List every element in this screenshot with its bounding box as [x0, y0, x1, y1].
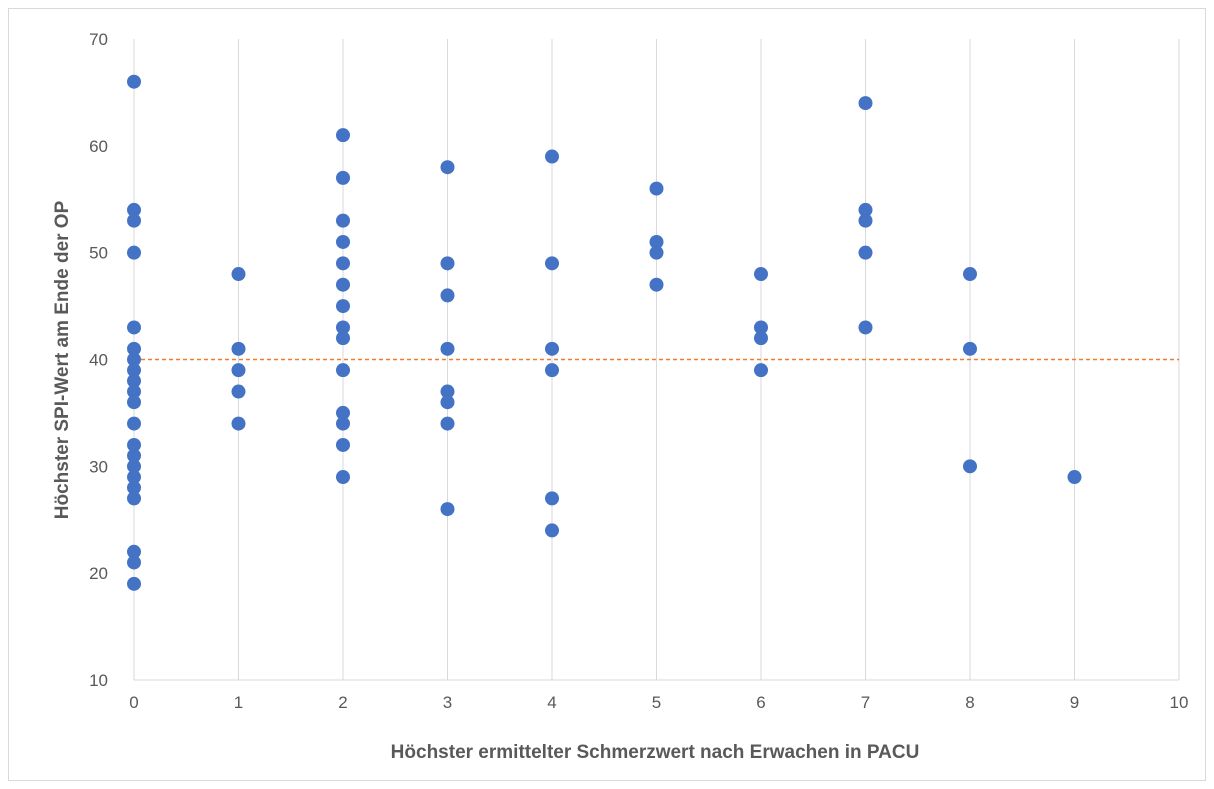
data-point [127, 341, 141, 356]
y-tick-label: 70 [89, 30, 108, 49]
data-point [336, 363, 350, 378]
data-point [336, 234, 350, 249]
data-point [963, 267, 977, 282]
x-tick-label: 6 [756, 693, 765, 712]
data-point [127, 202, 141, 217]
data-point [545, 523, 559, 538]
data-point [231, 384, 246, 399]
data-points [127, 74, 1082, 591]
tick-labels: 0 1 2 3 4 5 6 7 8 9 10 10 20 30 40 50 60 70 [89, 30, 1188, 712]
data-point [127, 213, 141, 228]
data-point [127, 448, 141, 463]
data-point [754, 331, 768, 346]
data-point [754, 363, 768, 378]
data-point [127, 352, 141, 367]
data-point [649, 245, 664, 260]
data-point [336, 470, 350, 485]
data-point [127, 459, 141, 474]
x-tick-label: 10 [1170, 693, 1189, 712]
data-point [963, 459, 977, 474]
data-point [231, 363, 246, 378]
data-point [1067, 470, 1082, 485]
data-point [754, 320, 768, 335]
data-point [440, 288, 455, 303]
data-point [127, 245, 141, 260]
x-tick-label: 8 [965, 693, 974, 712]
data-point [440, 256, 455, 271]
x-tick-label: 9 [1070, 693, 1079, 712]
data-point [649, 234, 664, 249]
data-point [545, 256, 559, 271]
chart-frame [8, 8, 1206, 781]
data-point [858, 213, 873, 228]
data-point [336, 170, 350, 185]
data-point [336, 277, 350, 292]
y-tick-label: 40 [89, 351, 108, 370]
data-point [858, 245, 873, 260]
x-tick-label: 7 [861, 693, 870, 712]
x-tick-label: 3 [443, 693, 452, 712]
y-tick-label: 30 [89, 457, 108, 476]
data-point [545, 149, 559, 164]
data-point [336, 405, 350, 420]
data-point [127, 437, 141, 452]
x-tick-label: 1 [234, 693, 243, 712]
data-point [336, 299, 350, 314]
data-point [545, 491, 559, 506]
data-point [127, 555, 141, 570]
data-point [336, 416, 350, 431]
data-point [545, 363, 559, 378]
data-point [336, 128, 350, 143]
data-point [440, 341, 455, 356]
data-point [127, 363, 141, 378]
data-point [127, 416, 141, 431]
data-point [231, 267, 246, 282]
data-point [336, 320, 350, 335]
x-tick-label: 0 [129, 693, 138, 712]
data-point [336, 213, 350, 228]
data-point [858, 320, 873, 335]
data-point [127, 384, 141, 399]
data-point [127, 576, 141, 591]
data-point [545, 341, 559, 356]
y-tick-label: 10 [89, 671, 108, 690]
data-point [963, 341, 977, 356]
data-point [127, 320, 141, 335]
data-point [858, 202, 873, 217]
data-point [231, 416, 246, 431]
y-tick-label: 50 [89, 244, 108, 263]
data-point [336, 331, 350, 346]
y-tick-label: 20 [89, 564, 108, 583]
x-axis-title: Höchster ermittelter Schmerzwert nach Er… [391, 742, 920, 763]
x-tick-label: 5 [652, 693, 661, 712]
data-point [127, 395, 141, 410]
data-point [649, 181, 664, 196]
data-point [127, 491, 141, 506]
data-point [440, 395, 455, 410]
data-point [127, 544, 141, 559]
data-point [440, 384, 455, 399]
data-point [754, 267, 768, 282]
data-point [440, 416, 455, 431]
data-point [649, 277, 664, 292]
data-point [127, 480, 141, 495]
data-point [231, 341, 246, 356]
x-tick-label: 2 [338, 693, 347, 712]
data-point [858, 96, 873, 111]
data-point [440, 160, 455, 175]
y-tick-label: 60 [89, 137, 108, 156]
x-tick-label: 4 [547, 693, 556, 712]
data-point [440, 502, 455, 517]
y-axis-title: Höchster SPI-Wert am Ende der OP [52, 200, 73, 519]
data-point [336, 256, 350, 271]
data-point [127, 470, 141, 485]
data-point [336, 437, 350, 452]
data-point [127, 74, 141, 89]
data-point [127, 373, 141, 388]
